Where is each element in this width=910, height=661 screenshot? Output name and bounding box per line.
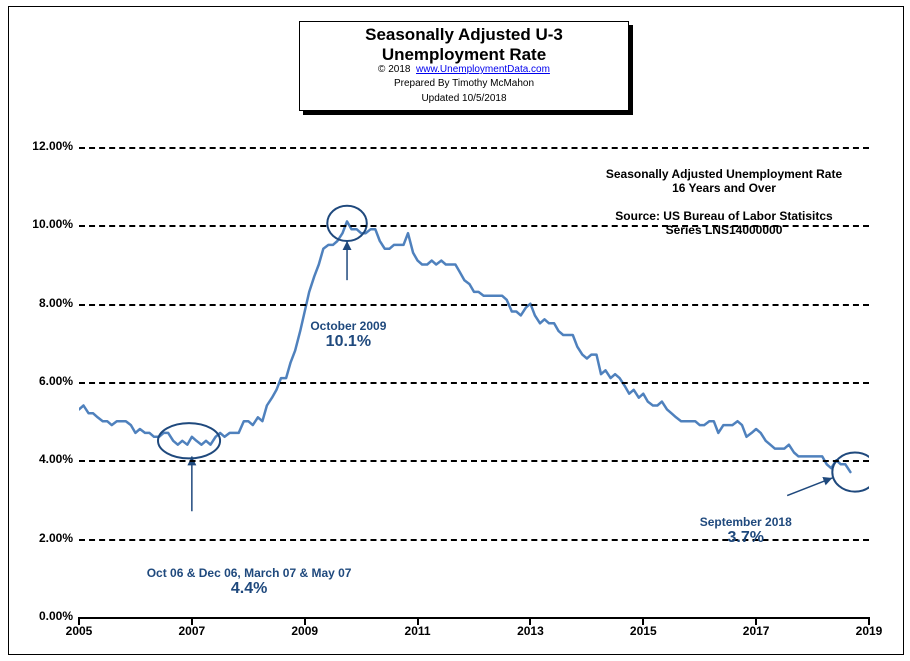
- title-updated: Updated 10/5/2018: [300, 92, 628, 105]
- callout-label: September 2018: [700, 515, 792, 529]
- title-box: Seasonally Adjusted U-3 Unemployment Rat…: [299, 21, 629, 111]
- unemployment-line: [79, 221, 850, 472]
- callout-peak2009: October 200910.1%: [310, 319, 386, 351]
- x-tick-mark: [529, 617, 531, 625]
- title-copyright-row: © 2018 www.UnemploymentData.com: [300, 64, 628, 75]
- x-axis-label: 2013: [510, 624, 550, 638]
- info-line4: Series LNS14000000: [569, 223, 879, 237]
- title-prepared: Prepared By Timothy McMahon: [300, 77, 628, 90]
- callout-arrow-sep2018: [787, 478, 832, 496]
- gridline: [79, 460, 869, 462]
- info-line1: Seasonally Adjusted Unemployment Rate: [569, 167, 879, 181]
- x-axis-label: 2011: [398, 624, 438, 638]
- gridline: [79, 382, 869, 384]
- x-tick-mark: [417, 617, 419, 625]
- callout-value: 4.4%: [147, 580, 352, 598]
- x-axis-label: 2009: [285, 624, 325, 638]
- x-tick-mark: [755, 617, 757, 625]
- x-tick-mark: [191, 617, 193, 625]
- x-axis-label: 2007: [172, 624, 212, 638]
- callout-value: 10.1%: [310, 333, 386, 351]
- title-line2: Unemployment Rate: [300, 45, 628, 65]
- gridline: [79, 304, 869, 306]
- y-axis-label: 0.00%: [17, 609, 73, 623]
- x-axis-label: 2005: [59, 624, 99, 638]
- callout-sep2018: September 20183.7%: [700, 515, 792, 547]
- x-axis-label: 2019: [849, 624, 889, 638]
- callout-label: October 2009: [310, 319, 386, 333]
- chart-frame: Seasonally Adjusted U-3 Unemployment Rat…: [8, 6, 904, 655]
- copyright-text: © 2018: [378, 64, 410, 75]
- x-axis-label: 2015: [623, 624, 663, 638]
- title-line1: Seasonally Adjusted U-3: [300, 25, 628, 45]
- y-axis-label: 12.00%: [17, 139, 73, 153]
- y-axis-label: 8.00%: [17, 296, 73, 310]
- y-axis-label: 2.00%: [17, 531, 73, 545]
- y-axis-label: 10.00%: [17, 217, 73, 231]
- x-tick-mark: [868, 617, 870, 625]
- gridline: [79, 147, 869, 149]
- callout-label: Oct 06 & Dec 06, March 07 & May 07: [147, 566, 352, 580]
- source-link[interactable]: www.UnemploymentData.com: [416, 64, 550, 75]
- callout-low2007: Oct 06 & Dec 06, March 07 & May 074.4%: [147, 566, 352, 598]
- x-axis-label: 2017: [736, 624, 776, 638]
- info-line3: Source: US Bureau of Labor Statisitcs: [569, 209, 879, 223]
- chart-info-block: Seasonally Adjusted Unemployment Rate 16…: [569, 167, 879, 237]
- callout-value: 3.7%: [700, 529, 792, 547]
- x-tick-mark: [78, 617, 80, 625]
- y-axis-label: 6.00%: [17, 374, 73, 388]
- x-tick-mark: [642, 617, 644, 625]
- info-line2: 16 Years and Over: [569, 181, 879, 195]
- y-axis-label: 4.00%: [17, 452, 73, 466]
- x-tick-mark: [304, 617, 306, 625]
